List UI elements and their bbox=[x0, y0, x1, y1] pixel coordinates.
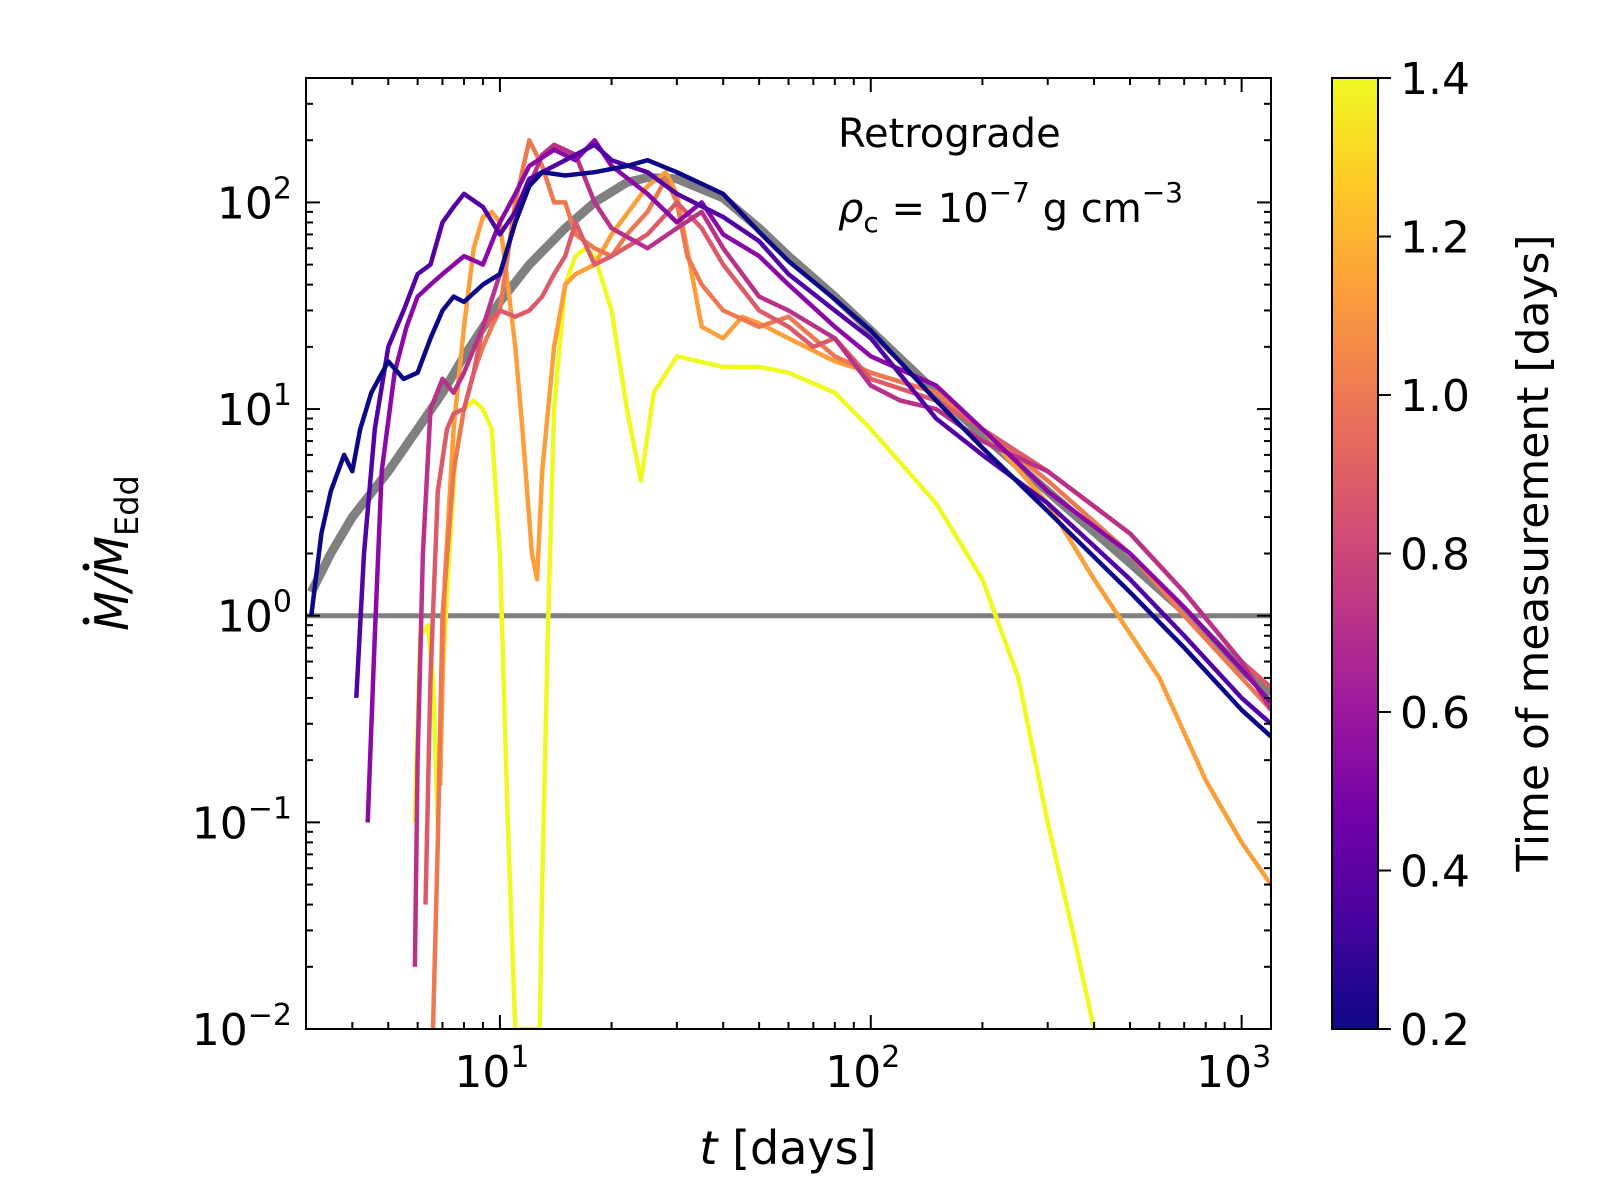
colorbar-tick-label: 1.4 bbox=[1400, 54, 1470, 105]
rho-exponent: −7 bbox=[989, 176, 1030, 209]
annotation-box: Retrograde ρc = 10−7 g cm−3 bbox=[838, 111, 1183, 239]
rho-unit: g cm bbox=[1030, 186, 1142, 232]
y-tick-label: 102 bbox=[217, 171, 292, 229]
colorbar-label: Time of measurement [days] bbox=[1508, 234, 1559, 872]
colorbar-tick-label: 1.0 bbox=[1400, 371, 1470, 422]
y-label-dot-2 bbox=[82, 563, 90, 571]
y-tick-label: 10−1 bbox=[192, 791, 292, 849]
colorbar-tick-label: 0.8 bbox=[1400, 530, 1470, 581]
plot-background bbox=[306, 78, 1271, 1029]
series-line-0-2 bbox=[309, 157, 1271, 739]
svg-text:t [days]: t [days] bbox=[699, 1121, 876, 1175]
y-axis-label-main: M/M bbox=[85, 536, 139, 631]
x-tick-label: 102 bbox=[825, 1040, 900, 1098]
annotation-title: Retrograde bbox=[838, 111, 1061, 157]
tick-layer: 101 102 103 10−2 10−1 100 101 102 bbox=[192, 77, 1271, 1098]
rho-equals: = 10 bbox=[879, 186, 989, 232]
y-label-dot-1 bbox=[82, 617, 90, 625]
plot-area: 101 102 103 10−2 10−1 100 101 102 bbox=[192, 77, 1272, 1098]
plot-frame bbox=[305, 77, 1272, 1030]
colorbar-gradient bbox=[1332, 78, 1378, 1029]
x-tick-label: 103 bbox=[1196, 1040, 1271, 1098]
colorbar: 0.2 0.4 0.6 0.8 1.0 1.2 1.4 Time of measuremen… bbox=[1331, 54, 1559, 1056]
rho-unit-exponent: −3 bbox=[1142, 176, 1183, 209]
colorbar-tick-label: 0.2 bbox=[1400, 1005, 1470, 1056]
colorbar-tick-label: 1.2 bbox=[1400, 213, 1470, 264]
series-line-0-4 bbox=[354, 142, 1271, 726]
colorbar-ticks: 0.2 0.4 0.6 0.8 1.0 1.2 1.4 bbox=[1378, 54, 1470, 1056]
x-axis-label-unit: [days] bbox=[717, 1121, 876, 1175]
series-layer bbox=[306, 137, 1271, 1029]
y-tick-label: 100 bbox=[217, 585, 292, 643]
y-tick-label: 10−2 bbox=[192, 998, 292, 1056]
svg-text:M/MEdd: M/MEdd bbox=[85, 475, 146, 631]
rho-subscript: c bbox=[863, 206, 878, 239]
annotation-density: ρc = 10−7 g cm−3 bbox=[838, 176, 1183, 239]
series-line-1-0 bbox=[423, 200, 1271, 905]
series-line-0-8 bbox=[412, 142, 1271, 967]
x-axis-label-var: t bbox=[699, 1121, 719, 1175]
x-axis-label: t [days] bbox=[699, 1121, 876, 1175]
y-axis-label-sub: Edd bbox=[108, 475, 146, 536]
rho-symbol: ρ bbox=[838, 186, 863, 232]
colorbar-tick-label: 0.6 bbox=[1400, 688, 1470, 739]
colorbar-tick-label: 0.4 bbox=[1400, 847, 1470, 898]
y-tick-label: 101 bbox=[217, 378, 292, 436]
y-axis-label: M/MEdd bbox=[82, 475, 146, 631]
x-tick-label: 101 bbox=[454, 1040, 529, 1098]
